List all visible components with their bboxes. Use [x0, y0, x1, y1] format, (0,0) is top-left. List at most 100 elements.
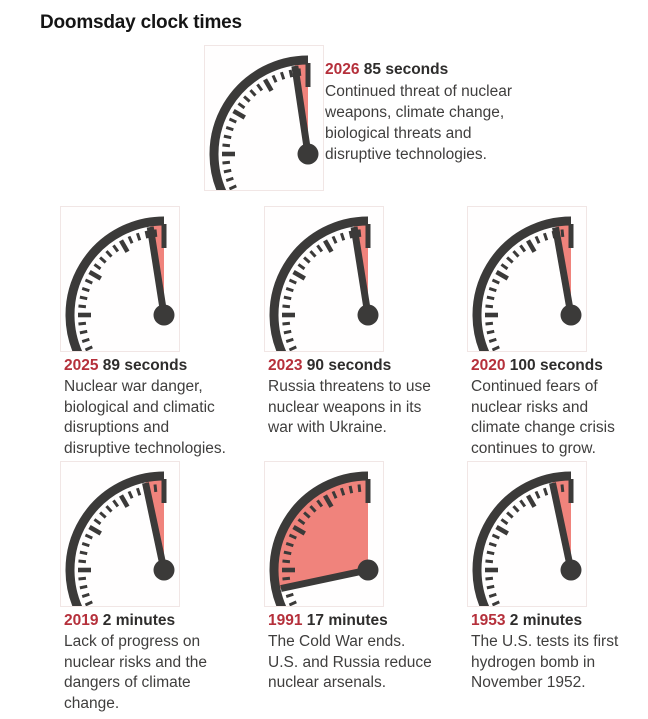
clock-year: 2020 [471, 357, 506, 374]
tick-mark [285, 286, 294, 293]
tick-mark [79, 550, 88, 556]
clock-description: Continued threat of nuclear weapons, cli… [325, 83, 512, 163]
tick-mark [285, 337, 294, 344]
clock-description: Nuclear war danger, biological and clima… [64, 378, 226, 457]
tick-mark [78, 304, 87, 309]
clock-face-icon [65, 216, 175, 351]
tick-mark [223, 134, 232, 140]
tick-mark [88, 270, 102, 281]
tick-mark [339, 487, 346, 496]
tick-mark [486, 584, 495, 590]
tick-mark [309, 505, 317, 513]
tick-mark [519, 244, 527, 253]
tick-mark [486, 329, 495, 335]
tick-mark [112, 244, 120, 253]
tick-mark [105, 505, 113, 513]
tick-mark [485, 559, 494, 564]
tick-mark [506, 511, 514, 519]
doomsday-clock-figure-2019 [60, 461, 180, 607]
tick-mark [84, 600, 93, 606]
tick-mark [81, 286, 90, 293]
caption-headline: 2019 2 minutes [64, 610, 276, 631]
clock-description: Lack of progress on nuclear risks and th… [64, 633, 208, 712]
tick-mark [500, 263, 509, 271]
tick-mark [93, 518, 102, 526]
tick-mark [495, 525, 509, 536]
tick-mark [84, 278, 93, 285]
clock-year: 2023 [268, 357, 303, 374]
clock-cell: 1991 17 minutes The Cold War ends. U.S. … [264, 461, 476, 716]
tick-mark [339, 232, 346, 241]
tick-mark [282, 559, 291, 564]
clock-hub [297, 143, 319, 165]
tick-mark [285, 541, 294, 548]
tick-mark [485, 321, 494, 326]
tick-mark [486, 295, 495, 301]
tick-mark [282, 304, 291, 309]
tick-mark [486, 550, 495, 556]
clock-hub [560, 304, 582, 326]
tick-mark [237, 102, 246, 110]
clock-hub [153, 304, 175, 326]
tick-mark [288, 600, 297, 606]
clock-time: 100 seconds [509, 357, 603, 374]
tick-mark [488, 592, 497, 599]
clock-caption: 2023 90 seconds Russia threatens to use … [268, 355, 480, 439]
tick-mark [279, 71, 286, 80]
tick-mark [105, 250, 113, 258]
tick-mark [491, 345, 500, 351]
doomsday-clock-figure-2023 [264, 206, 384, 352]
clock-rim [65, 471, 165, 606]
tick-mark [348, 485, 354, 494]
tick-mark [357, 484, 362, 493]
tick-mark [495, 270, 509, 281]
doomsday-clock-figure-2025 [60, 206, 180, 352]
tick-mark [323, 239, 334, 253]
tick-mark [534, 235, 541, 244]
tick-mark [112, 499, 120, 508]
tick-mark [288, 345, 297, 351]
clock-rim [472, 216, 572, 351]
clock-year: 2026 [325, 61, 360, 78]
clock-time: 2 minutes [509, 612, 583, 629]
clock-description: The U.S. tests its first hydrogen bomb i… [471, 633, 619, 691]
clock-year: 2025 [64, 357, 99, 374]
tick-mark [228, 184, 237, 190]
tick-mark [225, 176, 234, 183]
tick-mark [249, 89, 257, 97]
clock-caption: 2020 100 seconds Continued fears of nucl… [471, 355, 648, 459]
clock-rim [472, 471, 572, 606]
tick-mark [228, 117, 237, 124]
tick-mark [119, 494, 130, 508]
clock-hand [350, 226, 372, 316]
tick-mark [127, 235, 134, 244]
clock-rim [269, 471, 369, 606]
tick-mark [512, 250, 520, 258]
clock-face-icon [65, 471, 175, 606]
tick-mark [348, 230, 354, 239]
tick-mark [297, 518, 306, 526]
tick-mark [534, 490, 541, 499]
tick-mark [491, 533, 500, 540]
tick-mark [99, 511, 107, 519]
tick-mark [282, 576, 291, 581]
tick-mark [153, 229, 158, 238]
tick-mark [542, 232, 549, 241]
tick-mark [323, 494, 334, 508]
clock-time: 89 seconds [102, 357, 188, 374]
tick-mark [78, 321, 87, 326]
tick-mark [542, 487, 549, 496]
clock-year: 1953 [471, 612, 506, 629]
clock-rim [209, 55, 309, 190]
tick-mark [79, 584, 88, 590]
tick-mark [243, 95, 251, 103]
tick-mark [99, 256, 107, 264]
tick-mark [292, 525, 306, 536]
clock-hand [549, 482, 575, 571]
tick-mark [232, 109, 246, 120]
doomsday-clock-figure-1991 [264, 461, 384, 607]
clock-year: 1991 [268, 612, 303, 629]
clock-time: 85 seconds [363, 61, 449, 78]
tick-mark [488, 541, 497, 548]
